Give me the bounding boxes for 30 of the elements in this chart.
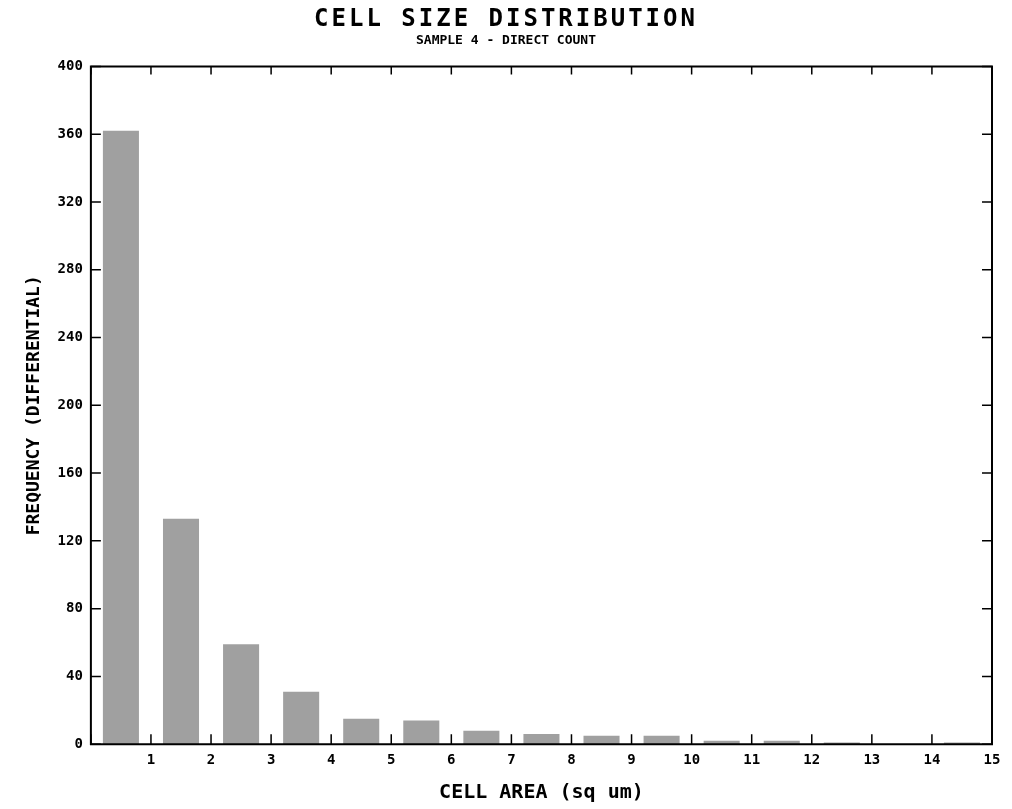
- y-tick-label: 240: [57, 328, 83, 345]
- y-tick-label: 280: [57, 260, 83, 277]
- x-tick-label: 9: [627, 751, 636, 768]
- y-tick-label: 320: [57, 192, 83, 209]
- chart-subtitle: SAMPLE 4 - DIRECT COUNT: [415, 32, 597, 47]
- x-tick-label: 6: [447, 751, 456, 768]
- x-tick-label: 15: [983, 751, 1001, 768]
- y-tick-label: 40: [66, 667, 83, 684]
- y-tick-label: 120: [57, 531, 83, 548]
- x-tick-label: 3: [266, 751, 276, 768]
- x-tick-label: 10: [683, 751, 701, 768]
- x-tick-label: 2: [206, 751, 216, 768]
- y-tick-label: 400: [57, 57, 83, 74]
- x-tick-label: 13: [863, 751, 881, 768]
- y-axis-title: FREQUENCY (DIFFERENTIAL): [22, 275, 44, 536]
- y-tick-label: 80: [66, 599, 83, 616]
- x-tick-label: 14: [923, 751, 941, 768]
- x-tick-label: 7: [507, 751, 516, 768]
- y-tick-label: 0: [74, 734, 83, 751]
- x-tick-label: 8: [567, 751, 576, 768]
- x-tick-label: 12: [803, 751, 821, 768]
- x-tick-label: 1: [146, 751, 156, 768]
- x-tick-label: 4: [326, 751, 336, 768]
- y-tick-label: 160: [57, 463, 83, 480]
- y-tick-label: 200: [57, 395, 83, 412]
- chart-title: CELL SIZE DISTRIBUTION: [313, 4, 699, 32]
- x-axis-title: CELL AREA (sq um): [439, 779, 644, 804]
- x-tick-label: 11: [743, 751, 761, 768]
- y-tick-label: 360: [57, 124, 83, 141]
- x-tick-label: 5: [387, 751, 396, 768]
